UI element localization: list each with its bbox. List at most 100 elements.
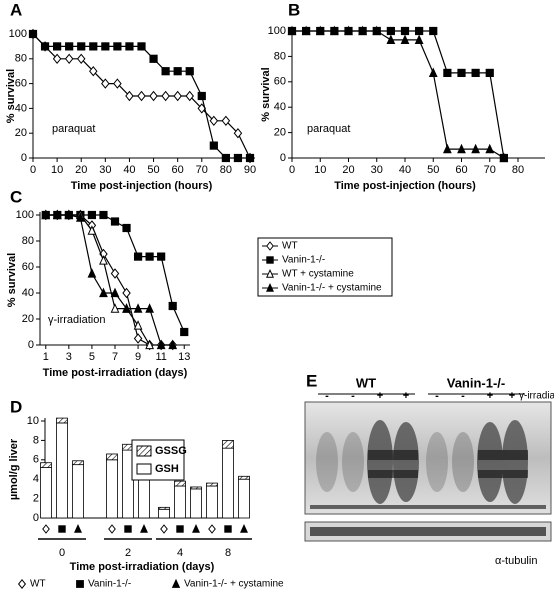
- x-tick-label: 11: [155, 351, 166, 363]
- marker: [122, 287, 131, 299]
- bar-segment: [106, 453, 118, 461]
- x-tick-label: 50: [427, 164, 439, 176]
- lane-label: +: [377, 390, 383, 402]
- bar-segment: [72, 460, 84, 466]
- bar-segment: [40, 467, 52, 519]
- marker: [122, 303, 131, 313]
- x-axis-label: Time post-injection (hours): [334, 180, 476, 192]
- marker: [108, 524, 116, 534]
- marker: [266, 282, 274, 292]
- group-label: Vanin-1-/-: [447, 375, 506, 390]
- marker: [87, 268, 97, 278]
- marker: [400, 26, 410, 36]
- marker: [233, 128, 243, 139]
- bar-segment: [158, 508, 170, 519]
- legend-label: GSSG: [155, 445, 187, 457]
- marker: [17, 579, 27, 589]
- x-tick-label: 7: [112, 351, 118, 363]
- annotation: γ-irradiation: [48, 314, 105, 326]
- bar-segment: [106, 459, 118, 519]
- x-tick-label: 70: [484, 164, 496, 176]
- x-tick-label: 10: [314, 164, 326, 176]
- marker: [224, 525, 232, 533]
- legend-label: WT + cystamine: [282, 269, 354, 280]
- annotation: paraquat: [307, 123, 350, 135]
- bar-segment: [206, 482, 218, 487]
- marker: [87, 225, 97, 235]
- x-tick-label: 40: [399, 164, 411, 176]
- marker: [315, 25, 325, 36]
- bar-segment: [174, 480, 186, 487]
- blot-image: [304, 393, 552, 542]
- x-tick-label: 8: [225, 547, 231, 559]
- marker: [122, 223, 131, 233]
- marker: [192, 523, 200, 533]
- annotation: paraquat: [52, 123, 95, 135]
- y-axis-label: % survival: [5, 69, 17, 123]
- y-tick-label: 0: [28, 339, 34, 351]
- marker: [266, 241, 274, 251]
- y-tick-label: 20: [22, 313, 34, 325]
- y-tick-label: 20: [274, 127, 286, 139]
- legend-label: WT: [282, 241, 298, 252]
- marker: [58, 525, 66, 533]
- x-tick-label: 5: [89, 351, 95, 363]
- marker: [77, 42, 86, 51]
- marker: [145, 303, 154, 313]
- marker: [197, 91, 206, 101]
- y-tick-label: 80: [22, 235, 34, 247]
- marker: [149, 54, 158, 63]
- marker: [372, 25, 382, 36]
- marker: [52, 53, 62, 64]
- marker: [76, 53, 86, 64]
- legend-label: WT: [30, 579, 46, 590]
- marker: [386, 34, 396, 44]
- marker: [110, 217, 120, 226]
- marker: [133, 333, 143, 344]
- marker: [140, 523, 148, 533]
- marker: [28, 29, 38, 39]
- x-tick-label: 0: [59, 547, 65, 559]
- marker: [87, 210, 97, 220]
- marker: [414, 34, 424, 44]
- marker: [125, 90, 134, 102]
- marker: [149, 90, 158, 102]
- panel-letter: A: [10, 0, 22, 19]
- marker: [99, 255, 108, 265]
- marker: [428, 67, 438, 78]
- y-tick-label: 80: [274, 50, 286, 62]
- marker: [185, 67, 194, 76]
- x-tick-label: 4: [177, 547, 183, 559]
- marker: [240, 523, 248, 533]
- marker: [40, 42, 50, 51]
- marker: [208, 524, 216, 534]
- marker: [110, 268, 120, 279]
- marker: [266, 256, 274, 264]
- marker: [160, 524, 168, 534]
- marker: [301, 25, 311, 36]
- bar-segment: [238, 478, 250, 519]
- x-tick-label: 40: [123, 164, 135, 176]
- panel-letter: E: [306, 371, 317, 390]
- x-axis-label: Time post-irradiation (days): [70, 561, 215, 573]
- legend-swatch: [136, 463, 152, 475]
- marker: [110, 303, 120, 313]
- bar-segment: [222, 447, 234, 519]
- marker: [400, 34, 410, 44]
- series-line: [292, 30, 505, 159]
- marker: [41, 209, 51, 220]
- loading-label: α-tubulin: [495, 555, 537, 567]
- y-tick-label: 8: [33, 434, 39, 446]
- y-tick-label: 60: [15, 78, 27, 90]
- marker: [101, 78, 110, 89]
- y-tick-label: 80: [15, 53, 27, 65]
- y-axis-label: % survival: [6, 253, 18, 307]
- legend-label: Vanin-1-/-: [88, 579, 131, 590]
- marker: [344, 25, 353, 36]
- x-tick-label: 30: [371, 164, 383, 176]
- marker: [145, 339, 154, 350]
- marker: [137, 90, 146, 102]
- x-tick-label: 10: [51, 164, 63, 176]
- x-tick-label: 20: [342, 164, 354, 176]
